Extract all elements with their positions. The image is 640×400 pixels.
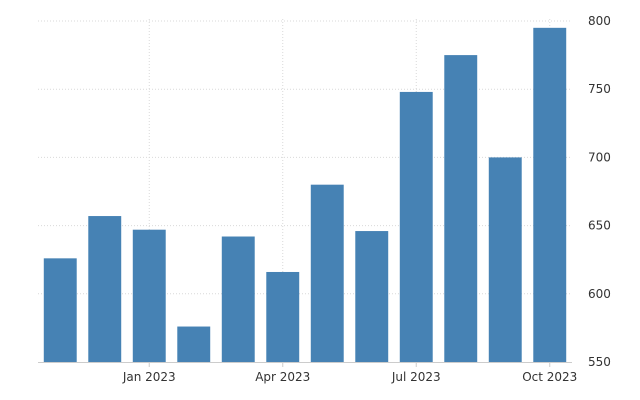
y-tick-label-700: 700 xyxy=(588,150,611,164)
bar-jul-2023 xyxy=(399,91,433,362)
bars xyxy=(43,27,567,362)
bar-jun-2023 xyxy=(355,231,389,362)
bar-sep-2023 xyxy=(488,157,522,362)
bar-aug-2023 xyxy=(444,55,478,362)
x-tick-label-2: Jul 2023 xyxy=(391,370,441,384)
y-tick-label-650: 650 xyxy=(588,219,611,233)
bar-mar-2023 xyxy=(221,236,255,362)
bar-feb-2023 xyxy=(177,326,211,362)
x-axis-tick-labels: Jan 2023 Apr 2023 Jul 2023 Oct 2023 xyxy=(122,370,577,384)
x-tick-label-0: Jan 2023 xyxy=(122,370,176,384)
bar-jan-2023 xyxy=(132,229,166,362)
x-axis xyxy=(38,362,572,367)
y-tick-label-550: 550 xyxy=(588,355,611,369)
x-tick-label-3: Oct 2023 xyxy=(522,370,577,384)
y-tick-label-800: 800 xyxy=(588,14,611,28)
x-tick-label-1: Apr 2023 xyxy=(255,370,310,384)
bar-apr-2023 xyxy=(266,271,300,362)
bar-may-2023 xyxy=(310,184,344,362)
y-tick-label-750: 750 xyxy=(588,82,611,96)
y-axis-tick-labels: 550 600 650 700 750 800 xyxy=(588,14,611,369)
bar-dec-2022 xyxy=(88,216,122,362)
y-tick-label-600: 600 xyxy=(588,287,611,301)
bar-oct-2023 xyxy=(533,27,567,362)
bar-nov-2022 xyxy=(43,258,77,362)
